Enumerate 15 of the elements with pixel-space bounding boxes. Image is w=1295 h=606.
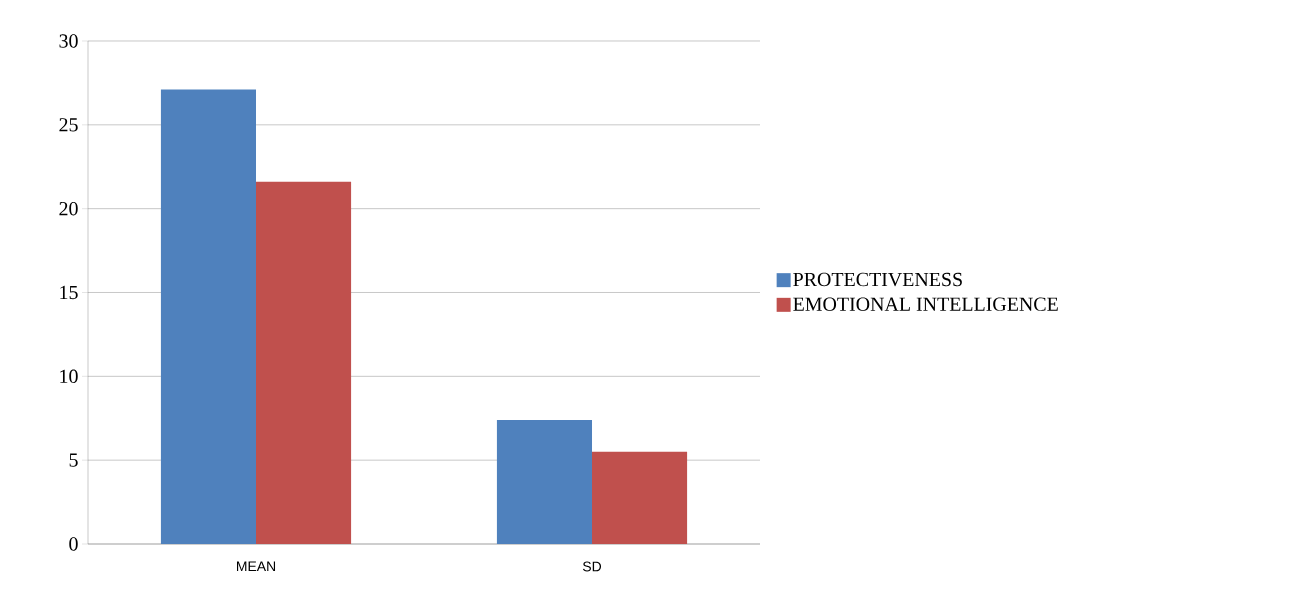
bar [496,419,593,544]
y-tick-label: 10 [60,369,78,384]
bar [256,181,352,544]
x-tick-label: SD [582,561,602,572]
y-tick-label: 0 [69,537,78,551]
x-tick-label: MEAN [236,561,276,572]
y-tick-label: 25 [59,118,78,132]
y-tick-label: 15 [60,285,78,300]
y-tick-label: 30 [59,34,78,48]
y-tick-label: 20 [59,201,78,216]
bar [592,451,688,544]
legend-label: PROTECTIVENESS [793,272,962,287]
legend-label: EMOTIONAL INTELLIGENCE [793,297,1058,311]
y-tick-label: 5 [69,453,78,467]
bar [160,89,256,544]
